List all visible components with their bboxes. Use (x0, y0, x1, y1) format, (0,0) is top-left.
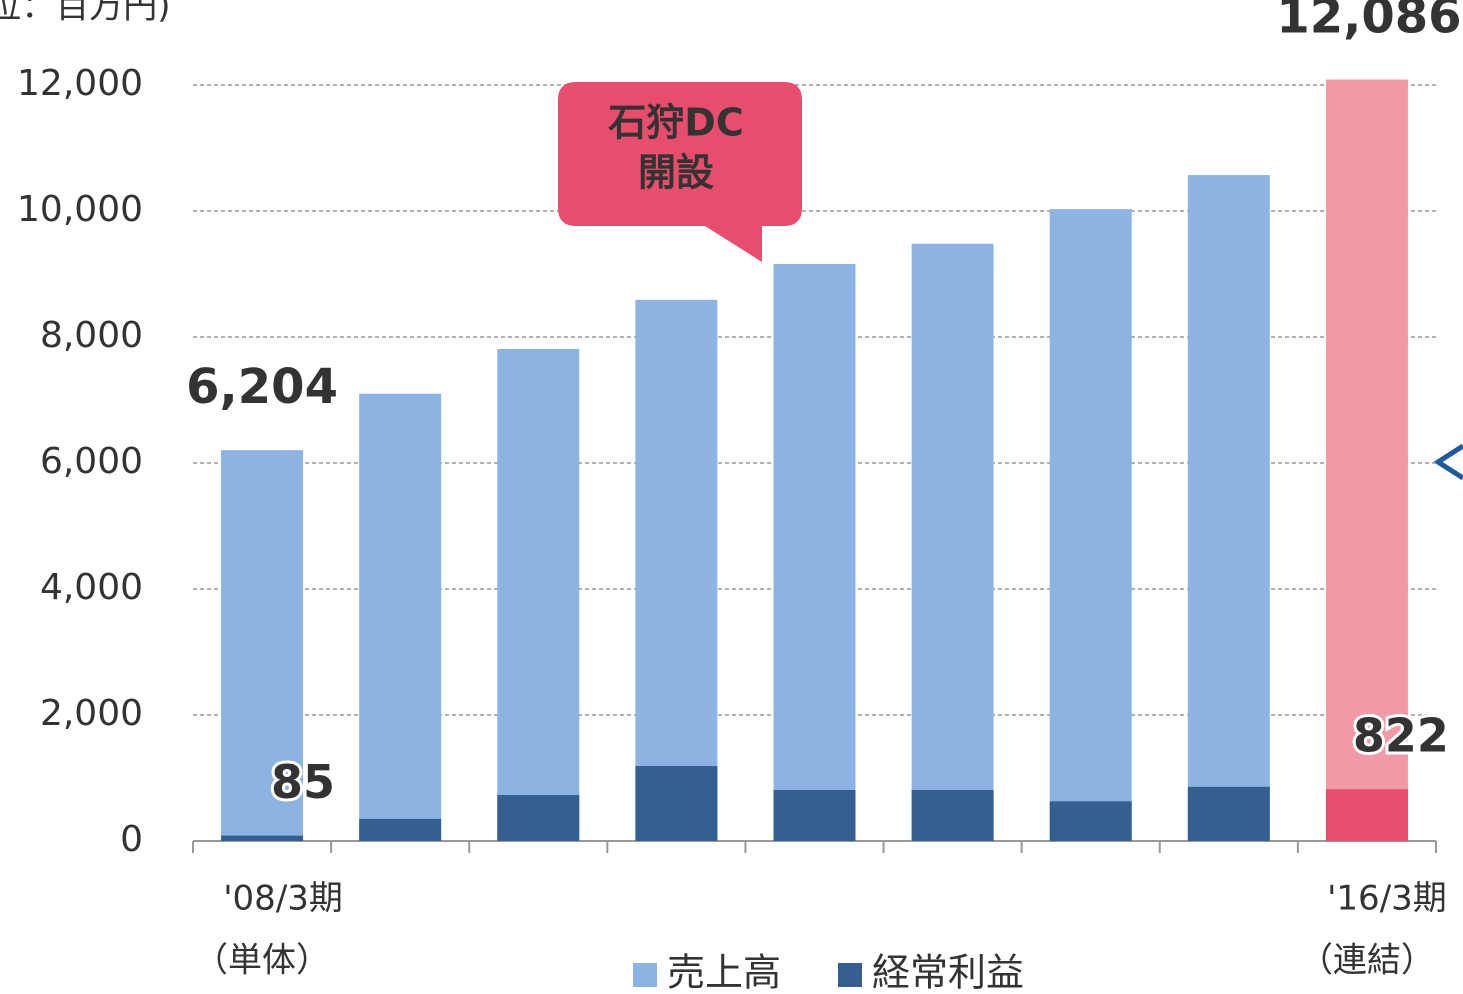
annotation-text: 開設 (638, 151, 714, 195)
bar (1187, 175, 1270, 842)
value-label: 822 (1353, 709, 1449, 763)
bar (1049, 801, 1132, 841)
bar (221, 835, 304, 841)
y-tick-label: 6,000 (40, 441, 143, 482)
legend-swatch (633, 963, 657, 987)
x-tick-sublabel: （単体） (194, 941, 330, 981)
nav-arrow[interactable] (1433, 443, 1463, 481)
unit-label: (単位：百万円) (0, 0, 171, 27)
y-tick-label: 4,000 (40, 567, 143, 608)
bar (359, 393, 442, 841)
x-tick-sublabel: （連結） (1299, 941, 1435, 981)
bar (1325, 789, 1408, 841)
y-tick-label: 2,000 (40, 693, 143, 734)
x-tick-label: '16/3期 (1327, 879, 1447, 919)
bar (773, 263, 856, 841)
bar (359, 818, 442, 841)
bar (221, 450, 304, 841)
bar (1325, 79, 1408, 841)
bar (497, 795, 580, 841)
bar (773, 789, 856, 841)
bar (1187, 786, 1270, 841)
x-tick-label: '08/3期 (223, 879, 343, 919)
legend-label: 売上高 (667, 951, 781, 994)
y-tick-label: 10,000 (17, 189, 143, 230)
callout (558, 82, 802, 262)
bar (1049, 209, 1132, 842)
value-label: 85 (271, 755, 335, 809)
bar (497, 348, 580, 841)
y-tick-label: 12,000 (17, 63, 143, 104)
bar (911, 789, 994, 841)
y-tick-label: 8,000 (40, 315, 143, 356)
bar (911, 243, 994, 841)
legend-swatch (838, 963, 862, 987)
value-label: 6,204 (186, 359, 338, 415)
bar (635, 299, 718, 842)
value-label: 12,086 (1276, 0, 1461, 45)
y-tick-label: 0 (120, 819, 143, 860)
bar (635, 766, 718, 841)
annotation-text: 石狩DC (608, 101, 743, 145)
legend-label: 経常利益 (872, 951, 1024, 994)
